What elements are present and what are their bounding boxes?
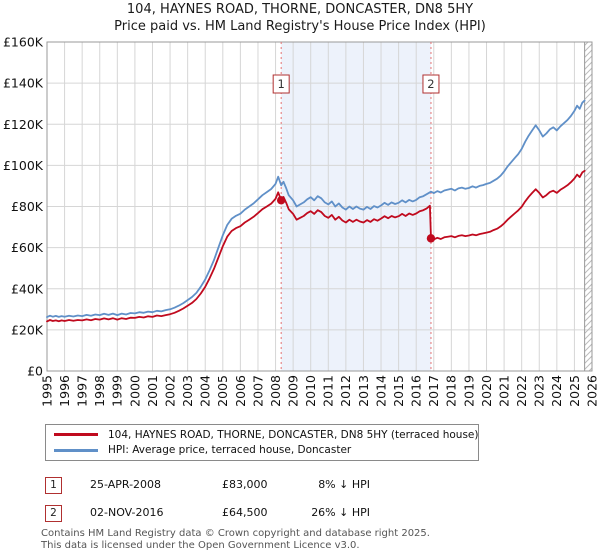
svg-text:2004: 2004: [198, 375, 213, 407]
svg-text:2016: 2016: [409, 375, 424, 407]
page-subtitle: Price paid vs. HM Land Registry's House …: [114, 19, 486, 34]
sale-2-date: 02-NOV-2016: [90, 506, 164, 519]
svg-text:2013: 2013: [356, 375, 371, 407]
legend-item-hpi: HPI: Average price, terraced house, Donc…: [52, 443, 472, 459]
svg-text:£100K: £100K: [3, 158, 44, 173]
svg-text:2010: 2010: [303, 375, 318, 407]
plot-border: [46, 41, 593, 372]
svg-text:2009: 2009: [286, 375, 301, 407]
svg-text:2005: 2005: [215, 375, 230, 407]
sale-2-point: [426, 234, 436, 243]
svg-text:1999: 1999: [110, 375, 125, 407]
footer-line-2: This data is licensed under the Open Gov…: [41, 539, 360, 551]
sale-2-price: £64,500: [222, 506, 268, 519]
svg-text:1: 1: [278, 77, 285, 91]
svg-text:2023: 2023: [532, 375, 547, 407]
svg-text:2007: 2007: [250, 375, 265, 407]
svg-text:2020: 2020: [479, 375, 494, 407]
svg-text:2012: 2012: [338, 375, 353, 407]
svg-text:2025: 2025: [567, 375, 582, 407]
sale-annotation-1: 1 25-APR-2008 £83,000 8% ↓ HPI: [0, 477, 600, 494]
svg-text:£120K: £120K: [3, 117, 44, 132]
sale-2-flag: [422, 74, 440, 94]
license-footer: Contains HM Land Registry data © Crown c…: [41, 528, 430, 551]
svg-text:2022: 2022: [514, 375, 529, 407]
svg-text:2011: 2011: [321, 375, 336, 407]
sale-1-point: [276, 196, 286, 205]
hpi-line-swatch: [54, 448, 98, 452]
sale-1-flag: [272, 74, 290, 94]
legend: 104, HAYNES ROAD, THORNE, DONCASTER, DN8…: [45, 424, 479, 461]
y-axis-labels: £0 £20K £40K £60K £80K £100K £120K £140K £160K: [3, 35, 44, 379]
sale-1-vs-hpi: 8% ↓ HPI: [318, 478, 370, 491]
svg-text:1997: 1997: [75, 375, 90, 407]
sale-annotation-2: 2 02-NOV-2016 £64,500 26% ↓ HPI: [0, 505, 600, 522]
svg-text:£40K: £40K: [11, 281, 44, 296]
svg-text:£140K: £140K: [3, 76, 44, 91]
future-hatch-region: [584, 42, 592, 371]
sale-1-marker: 1: [45, 477, 62, 494]
x-axis-labels: 1995 1996 1997 1998 1999 2000 2001 2002 2003 2004…: [39, 375, 599, 407]
svg-text:2018: 2018: [444, 375, 459, 407]
svg-text:2024: 2024: [549, 375, 564, 407]
svg-text:£160K: £160K: [3, 35, 44, 50]
hpi-line: [46, 99, 586, 319]
sale-1-date: 25-APR-2008: [90, 478, 162, 491]
svg-text:2015: 2015: [391, 375, 406, 407]
svg-text:1995: 1995: [39, 375, 54, 407]
sale-2-marker: 2: [45, 505, 62, 522]
svg-text:2017: 2017: [426, 375, 441, 407]
legend-label-property: 104, HAYNES ROAD, THORNE, DONCASTER, DN8…: [108, 428, 479, 441]
sale-1-price: £83,000: [222, 478, 268, 491]
footer-line-1: Contains HM Land Registry data © Crown c…: [41, 528, 430, 539]
property-line-swatch: [54, 433, 98, 437]
svg-text:£80K: £80K: [11, 199, 44, 214]
svg-text:2006: 2006: [233, 375, 248, 407]
svg-text:2026: 2026: [584, 375, 599, 407]
svg-text:2000: 2000: [127, 375, 142, 407]
svg-text:£0: £0: [27, 364, 43, 379]
svg-text:1998: 1998: [92, 375, 107, 407]
page-title: 104, HAYNES ROAD, THORNE, DONCASTER, DN8…: [126, 2, 474, 17]
svg-text:2019: 2019: [461, 375, 476, 407]
sale-2-vs-hpi: 26% ↓ HPI: [311, 506, 370, 519]
svg-text:2008: 2008: [268, 375, 283, 407]
svg-text:2002: 2002: [162, 375, 177, 407]
property-price-line: [46, 169, 586, 323]
svg-text:2001: 2001: [145, 375, 160, 407]
legend-label-hpi: HPI: Average price, terraced house, Donc…: [108, 444, 352, 457]
svg-text:2021: 2021: [496, 375, 511, 407]
svg-text:2003: 2003: [180, 375, 195, 407]
price-history-chart: 1 2 £0 £20K £40K £60K £80K £100K £120K £140K £160K…: [3, 35, 599, 407]
svg-text:£60K: £60K: [11, 240, 44, 255]
svg-text:2014: 2014: [373, 375, 388, 407]
legend-item-property: 104, HAYNES ROAD, THORNE, DONCASTER, DN8…: [52, 427, 478, 443]
svg-text:1996: 1996: [57, 375, 72, 407]
svg-text:2: 2: [427, 77, 434, 91]
svg-text:£20K: £20K: [11, 322, 44, 337]
